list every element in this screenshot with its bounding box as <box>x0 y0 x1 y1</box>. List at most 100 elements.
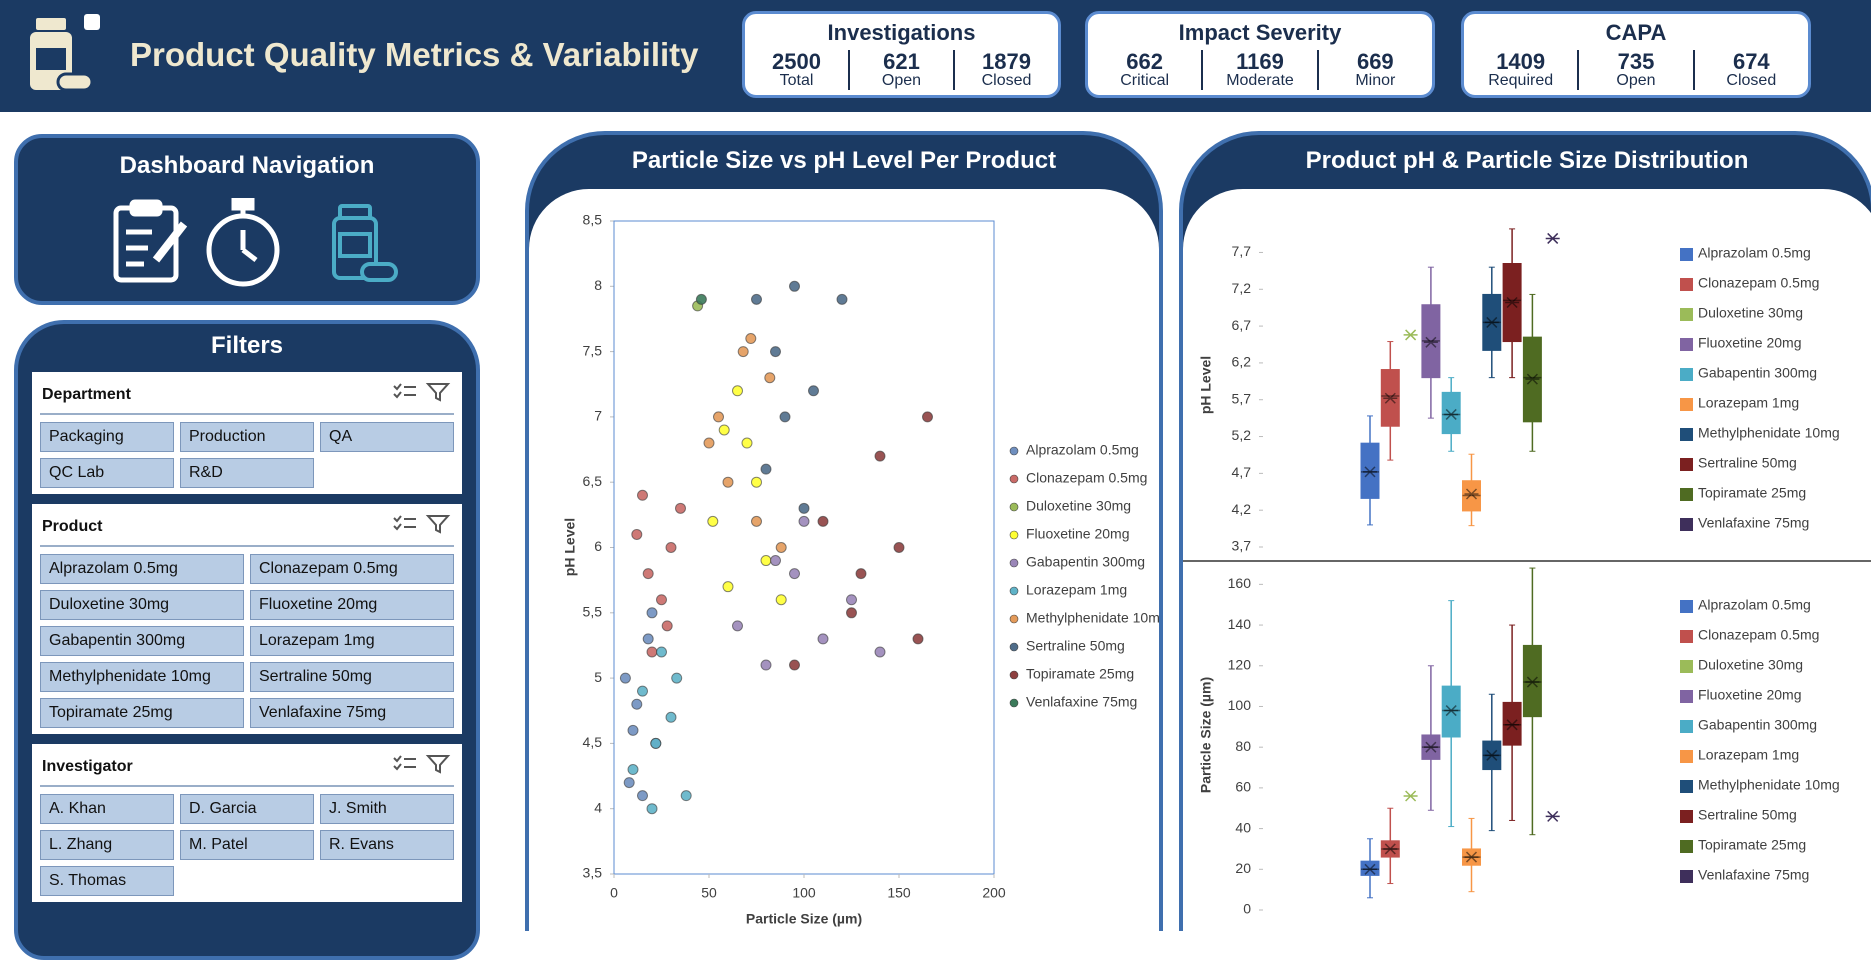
y-tick-label: 3,7 <box>1232 538 1252 554</box>
y-tick-label: 3,5 <box>583 865 603 881</box>
legend-label: Sertraline 50mg <box>1026 638 1125 654</box>
y-tick-label: 8 <box>594 277 602 293</box>
y-tick-label: 120 <box>1228 656 1252 672</box>
slicer-button[interactable]: Clonazepam 0.5mg <box>250 554 454 584</box>
scatter-point <box>642 568 654 580</box>
legend-label: Venlafaxine 75mg <box>1026 694 1137 710</box>
slicer-button[interactable]: M. Patel <box>180 830 314 860</box>
scatter-point <box>722 476 734 488</box>
slicer-button[interactable]: S. Thomas <box>40 866 174 896</box>
mean-marker <box>1525 373 1540 385</box>
y-tick-label: 6,7 <box>1232 317 1252 333</box>
slicer-tools[interactable] <box>392 382 452 407</box>
slicer-button[interactable]: Methylphenidate 10mg <box>40 662 244 692</box>
kpi-card: Impact Severity 662 Critical 1169 Moderate 66… <box>1085 11 1435 98</box>
slicer-button[interactable]: L. Zhang <box>40 830 174 860</box>
slicer-tools[interactable] <box>392 754 452 779</box>
y-tick-label: 7 <box>594 408 602 424</box>
slicer-button[interactable]: QA <box>320 422 454 452</box>
legend-label: Topiramate 25mg <box>1698 485 1806 501</box>
legend-label: Alprazolam 0.5mg <box>1026 442 1139 458</box>
legend-label: Methylphenidate 10mg <box>1698 777 1840 793</box>
kpi-value: 662 <box>1126 49 1164 74</box>
chart-area <box>1183 189 1871 931</box>
scatter-point <box>775 542 787 553</box>
mean-marker <box>1484 316 1499 328</box>
slicer-button[interactable]: A. Khan <box>40 794 174 824</box>
slicer-button[interactable]: Topiramate 25mg <box>40 698 244 728</box>
slicer-button[interactable]: Packaging <box>40 422 174 452</box>
y-tick-label: 80 <box>1235 738 1251 754</box>
y-tick-label: 60 <box>1235 779 1251 795</box>
y-axis-label: pH Level <box>1198 356 1214 414</box>
slicer-button[interactable]: D. Garcia <box>180 794 314 824</box>
slicer-items: Packaging Production QA QC Lab R&D <box>40 422 454 488</box>
kpi-label: Critical <box>1120 72 1170 90</box>
slicer-button[interactable]: J. Smith <box>320 794 454 824</box>
slicer: Investigator A. Khan D. Garcia J. Smith L. Z… <box>32 744 462 902</box>
legend-marker <box>1680 690 1693 703</box>
y-tick-label: 4,7 <box>1232 464 1252 480</box>
slicer: Product Alprazolam 0.5mg Clonazepam 0.5mg D… <box>32 504 462 734</box>
stopwatch-icon[interactable] <box>206 198 280 287</box>
scatter-point <box>789 568 800 580</box>
box <box>1462 480 1481 512</box>
legend-marker <box>1680 428 1693 441</box>
y-tick-label: 4,5 <box>583 734 603 750</box>
scatter-point <box>713 411 724 423</box>
scatter-point <box>817 515 829 527</box>
scatter-point <box>751 515 762 527</box>
legend-label: Topiramate 25mg <box>1026 666 1134 682</box>
mean-marker <box>1423 741 1438 753</box>
scatter-point <box>760 555 772 567</box>
kpi-card: CAPA 1409 Required 735 Open 674 Closed <box>1461 11 1811 98</box>
kpi-value: 621 <box>883 49 920 74</box>
mean-marker <box>1383 843 1398 855</box>
slicer-button[interactable]: Production <box>180 422 314 452</box>
mean-marker <box>1545 232 1560 244</box>
y-tick-label: 6,2 <box>1232 354 1252 370</box>
slicer-button[interactable]: Duloxetine 30mg <box>40 590 244 620</box>
x-tick-label: 50 <box>701 885 717 901</box>
legend-marker <box>1680 750 1693 763</box>
slicer-button[interactable]: R&D <box>180 458 314 488</box>
scatter-point <box>661 620 673 632</box>
legend-marker <box>1009 530 1019 540</box>
slicer-tools[interactable] <box>392 514 452 539</box>
scatter-point <box>855 568 867 580</box>
mean-marker <box>1505 719 1520 731</box>
scatter-point <box>637 790 648 802</box>
slicer-items: Alprazolam 0.5mg Clonazepam 0.5mg Duloxeti… <box>40 554 454 728</box>
kpi-card: Investigations 2500 Total 621 Open 1879 Closed <box>742 11 1061 98</box>
scatter-point <box>627 724 639 736</box>
y-tick-label: 4,2 <box>1232 501 1252 517</box>
slicer-button[interactable]: QC Lab <box>40 458 174 488</box>
slicer-button[interactable]: Fluoxetine 20mg <box>250 590 454 620</box>
scatter-point <box>680 790 692 802</box>
scatter-point <box>722 581 734 593</box>
dashboard-title: Product Quality Metrics & Variability <box>130 36 699 73</box>
panel-title: Filters <box>210 332 284 359</box>
slicer-button[interactable]: Gabapentin 300mg <box>40 626 244 656</box>
slicer-button[interactable]: Sertraline 50mg <box>250 662 454 692</box>
bottle-icon[interactable] <box>332 204 398 282</box>
clipboard-icon[interactable] <box>113 199 188 283</box>
scatter-point <box>646 607 658 619</box>
y-tick-label: 7,5 <box>583 342 603 358</box>
y-tick-label: 5,7 <box>1232 390 1252 406</box>
kpi-value: 1879 <box>982 49 1031 74</box>
slicer-button[interactable]: Lorazepam 1mg <box>250 626 454 656</box>
scatter-point <box>922 411 933 423</box>
legend-label: Clonazepam 0.5mg <box>1026 470 1147 486</box>
scatter-point <box>665 711 677 723</box>
slicer-button[interactable]: R. Evans <box>320 830 454 860</box>
legend-label: Venlafaxine 75mg <box>1698 515 1809 531</box>
kpi-value: 674 <box>1732 49 1770 74</box>
scatter-point <box>732 620 743 632</box>
legend-label: Duloxetine 30mg <box>1698 305 1803 321</box>
scatter-point <box>703 437 715 449</box>
slicer-title: Investigator <box>42 757 133 775</box>
slicer-button[interactable]: Venlafaxine 75mg <box>250 698 454 728</box>
slicer-button[interactable]: Alprazolam 0.5mg <box>40 554 244 584</box>
slicer-header: Investigator <box>40 750 454 787</box>
